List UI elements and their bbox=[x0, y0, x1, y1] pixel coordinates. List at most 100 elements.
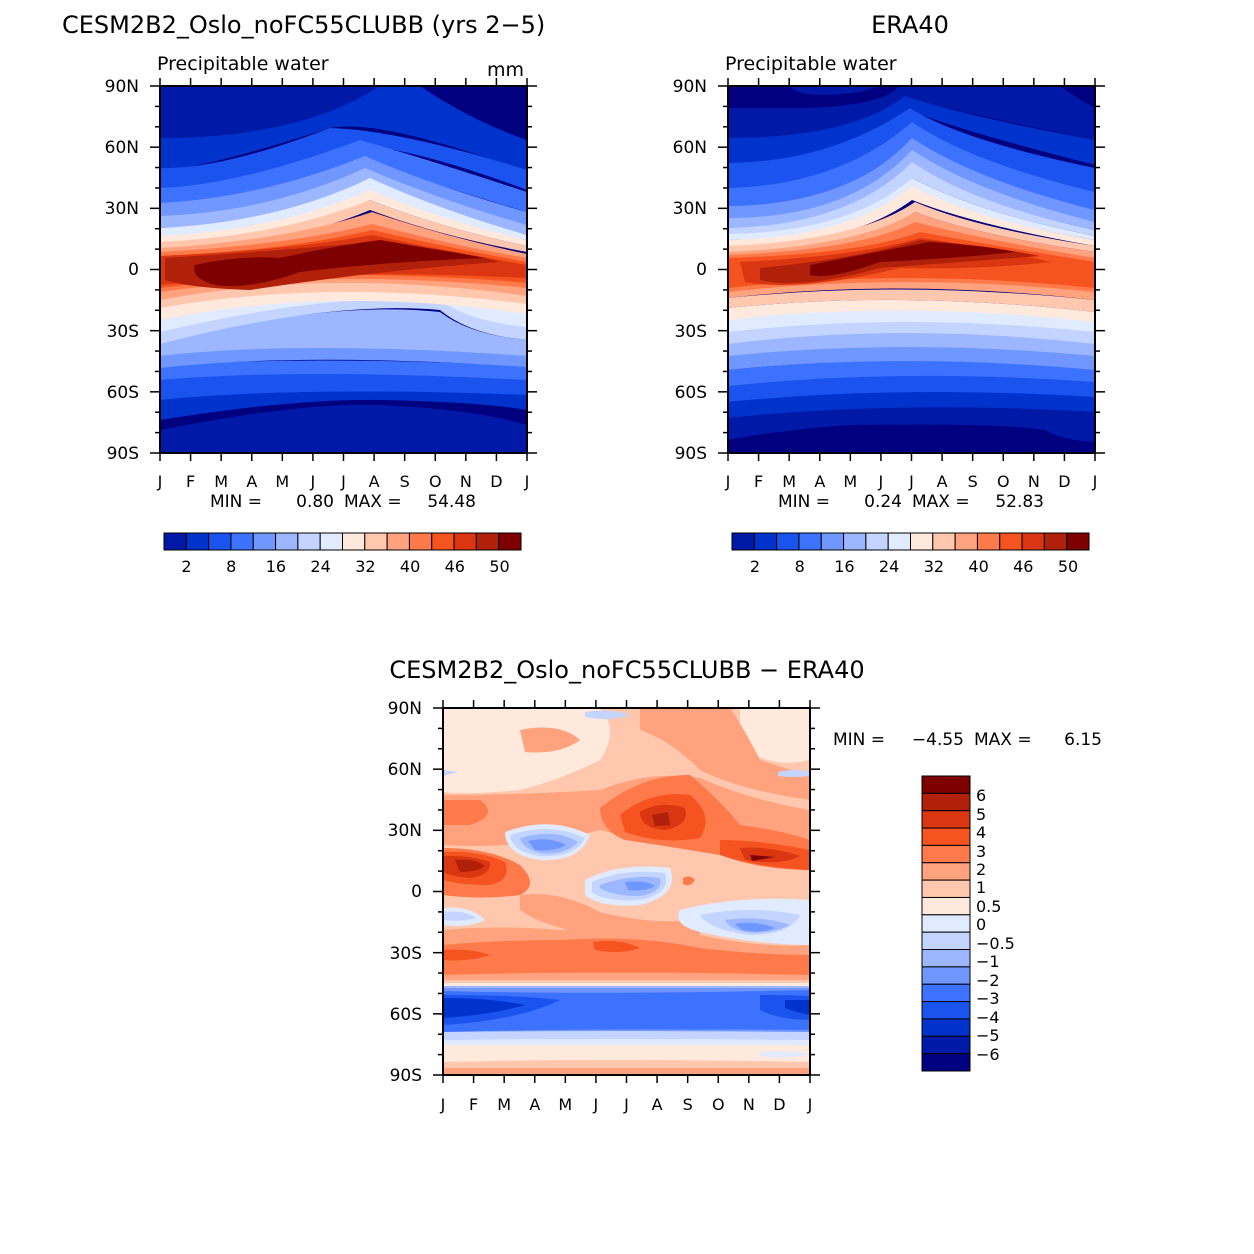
model-colorbar-labels: 2 8 16 24 32 40 46 50 bbox=[181, 557, 509, 576]
colorbar-box bbox=[364, 532, 388, 551]
y-tick-label: 30N bbox=[388, 821, 422, 841]
y-tick-label: 0 bbox=[411, 882, 422, 902]
y-tick-label: 60N bbox=[388, 760, 422, 780]
obs-field bbox=[728, 86, 1095, 453]
colorbar-box bbox=[921, 1035, 971, 1055]
max-label: MAX = bbox=[912, 492, 970, 512]
colorbar-label: 4 bbox=[976, 823, 986, 842]
model-minmax: MIN = 0.80 MAX = 54.48 bbox=[210, 492, 476, 512]
colorbar-box bbox=[776, 532, 800, 551]
min-value: 0.80 bbox=[296, 492, 334, 512]
model-units: mm bbox=[487, 59, 524, 81]
colorbar-box bbox=[921, 949, 971, 968]
colorbar-box bbox=[753, 532, 778, 551]
x-tick-label: D bbox=[490, 472, 502, 491]
x-tick-label: M bbox=[275, 472, 289, 491]
colorbar-box bbox=[275, 532, 299, 551]
y-tick-label: 30S bbox=[390, 944, 422, 964]
y-tick-label: 30N bbox=[105, 199, 139, 219]
x-tick-label: J bbox=[908, 472, 914, 491]
colorbar-box bbox=[252, 532, 277, 551]
x-tick-label: F bbox=[186, 472, 195, 491]
y-tick-label: 90S bbox=[107, 444, 139, 464]
colorbar-label: 16 bbox=[266, 557, 286, 576]
y-tick-label: 60S bbox=[675, 383, 707, 403]
obs-colorbar-labels: 2 8 16 24 32 40 46 50 bbox=[750, 557, 1078, 576]
colorbar-box bbox=[408, 532, 433, 551]
colorbar-label: 40 bbox=[968, 557, 988, 576]
obs-panel: ERA40 Precipitable water bbox=[673, 11, 1105, 576]
y-tick-label: 60S bbox=[107, 383, 139, 403]
x-tick-label: O bbox=[712, 1095, 725, 1114]
y-tick-label: 30N bbox=[673, 199, 707, 219]
x-tick-label: J bbox=[725, 472, 731, 491]
colorbar-label: 6 bbox=[976, 786, 986, 805]
colorbar-box bbox=[843, 532, 867, 551]
y-tick-label: 60S bbox=[390, 1005, 422, 1025]
colorbar-label: 5 bbox=[976, 805, 986, 824]
colorbar-box bbox=[297, 532, 321, 551]
y-tick-label: 0 bbox=[696, 260, 707, 280]
colorbar-box bbox=[921, 775, 971, 794]
colorbar-box bbox=[820, 532, 845, 551]
colorbar-label: −3 bbox=[976, 989, 1000, 1008]
y-tick-label: 30S bbox=[107, 322, 139, 342]
colorbar-box bbox=[921, 1001, 971, 1020]
colorbar-label: 46 bbox=[1013, 557, 1033, 576]
x-tick-label: N bbox=[460, 472, 472, 491]
y-tick-label: 90N bbox=[673, 77, 707, 97]
x-tick-label: F bbox=[469, 1095, 478, 1114]
x-tick-label: O bbox=[429, 472, 442, 491]
obs-ticks bbox=[718, 78, 1105, 461]
min-value: −4.55 bbox=[912, 730, 964, 750]
x-tick-label: A bbox=[529, 1095, 540, 1114]
colorbar-box bbox=[999, 532, 1023, 551]
y-tick-label: 60N bbox=[105, 138, 139, 158]
x-tick-label: M bbox=[214, 472, 228, 491]
x-tick-label: F bbox=[754, 472, 763, 491]
x-tick-label: A bbox=[937, 472, 948, 491]
min-label: MIN = bbox=[833, 730, 885, 750]
model-y-labels: 90N 60N 30N 0 30S 60S 90S bbox=[105, 77, 139, 464]
x-tick-label: D bbox=[773, 1095, 785, 1114]
colorbar-label: 0 bbox=[976, 915, 986, 934]
x-tick-label: J bbox=[593, 1095, 599, 1114]
max-label: MAX = bbox=[344, 492, 402, 512]
colorbar-label: 3 bbox=[976, 842, 986, 861]
diff-field bbox=[443, 708, 810, 1075]
colorbar-box bbox=[910, 532, 934, 551]
diff-colorbar bbox=[921, 775, 971, 1072]
y-tick-label: 90S bbox=[390, 1066, 422, 1086]
x-tick-label: M bbox=[558, 1095, 572, 1114]
colorbar-box bbox=[185, 532, 210, 551]
colorbar-box bbox=[887, 532, 911, 551]
colorbar-box bbox=[954, 532, 978, 551]
x-tick-label: J bbox=[524, 472, 530, 491]
x-tick-label: M bbox=[497, 1095, 511, 1114]
x-tick-label: J bbox=[440, 1095, 446, 1114]
colorbar-label: 46 bbox=[445, 557, 465, 576]
colorbar-box bbox=[208, 532, 232, 551]
x-tick-label: A bbox=[652, 1095, 663, 1114]
colorbar-box bbox=[932, 532, 956, 551]
colorbar-box bbox=[921, 844, 971, 864]
obs-colorbar bbox=[731, 532, 1090, 551]
colorbar-box bbox=[453, 532, 477, 551]
colorbar-box bbox=[498, 532, 522, 551]
colorbar-label: 2 bbox=[181, 557, 191, 576]
colorbar-label: −2 bbox=[976, 971, 1000, 990]
colorbar-label: 24 bbox=[879, 557, 899, 576]
y-tick-label: 90S bbox=[675, 444, 707, 464]
colorbar-label: −0.5 bbox=[976, 934, 1015, 953]
x-tick-label: J bbox=[878, 472, 884, 491]
colorbar-box bbox=[921, 983, 971, 1003]
x-tick-label: M bbox=[843, 472, 857, 491]
x-tick-label: N bbox=[1028, 472, 1040, 491]
colorbar-box bbox=[163, 532, 187, 551]
colorbar-box bbox=[1066, 532, 1090, 551]
obs-x-labels: J F M A M J J A S O N D J bbox=[725, 472, 1098, 491]
x-tick-label: A bbox=[369, 472, 380, 491]
diff-ticks bbox=[433, 700, 820, 1083]
colorbar-box bbox=[386, 532, 410, 551]
model-subtitle: Precipitable water bbox=[157, 53, 329, 75]
